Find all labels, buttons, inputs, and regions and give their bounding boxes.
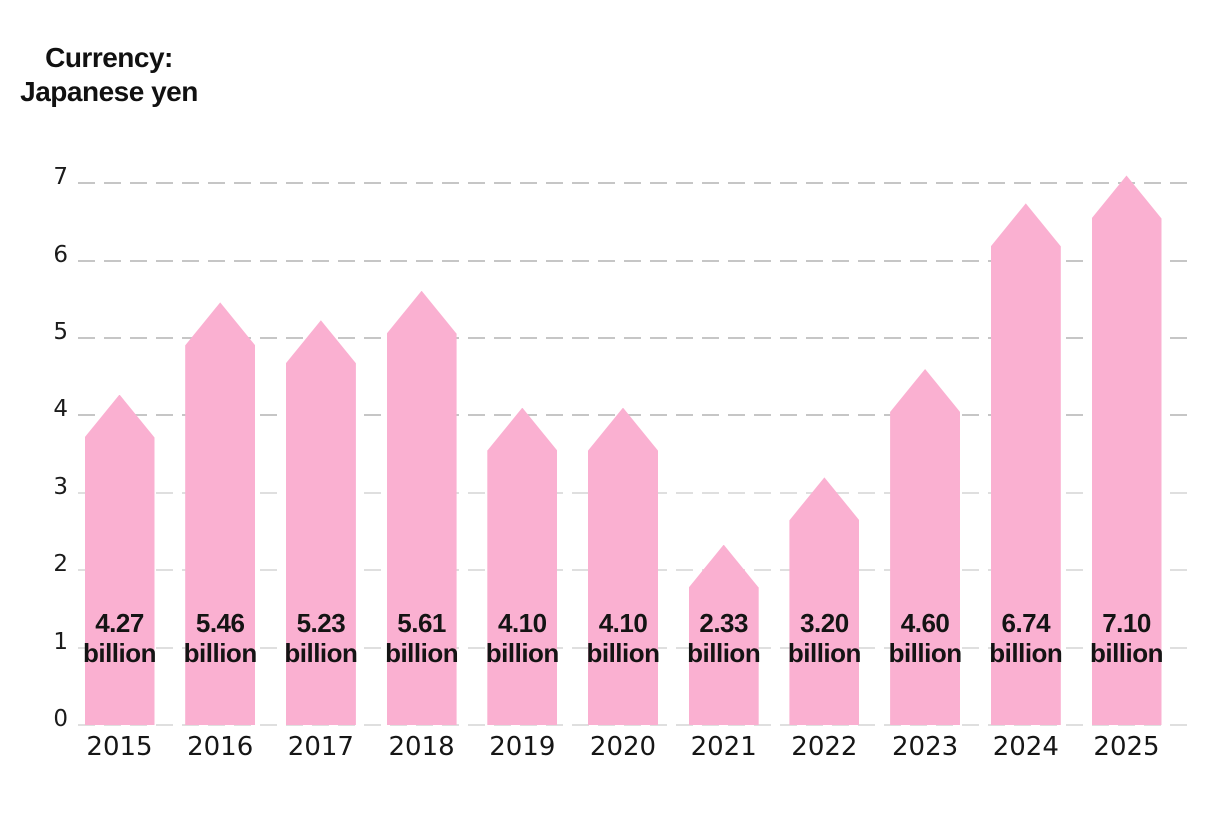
x-axis-year-label: 2022	[791, 732, 858, 762]
x-axis-year-label: 2024	[992, 732, 1059, 762]
bar-value-amount: 6.74	[1001, 608, 1051, 638]
bar-value-unit: billion	[787, 638, 862, 668]
y-axis-tick-label: 4	[53, 396, 68, 423]
gridline-y7	[78, 182, 1194, 185]
bar-value-unit: billion	[284, 638, 358, 668]
gridline-y5	[78, 337, 1194, 339]
chart-title-line2: Japanese yen	[20, 76, 198, 107]
bar-2024	[990, 203, 1061, 725]
bar-2019	[487, 407, 558, 725]
x-axis-year-label: 2023	[892, 732, 959, 762]
bar-value-unit: billion	[687, 638, 761, 668]
bar-value-unit: billion	[989, 638, 1063, 668]
x-axis-year-label: 2017	[287, 732, 354, 762]
bar-value-amount: 4.10	[598, 608, 648, 638]
bar-value-label: 3.20 billion	[766, 608, 882, 668]
y-axis-tick-label: 1	[53, 628, 68, 655]
bar-value-amount: 5.23	[296, 608, 346, 638]
bar-value-unit: billion	[888, 638, 963, 668]
bar-2021	[688, 544, 759, 725]
bar-value-label: 4.60 billion	[867, 608, 983, 668]
y-axis-tick-label: 2	[53, 551, 68, 578]
gridline-y6	[78, 259, 1194, 262]
bar-value-unit: billion	[1089, 638, 1164, 668]
chart-title: Currency: Japanese yen	[10, 41, 208, 109]
bar-value-unit: billion	[385, 638, 459, 668]
bar-value-label: 4.10 billion	[464, 608, 580, 668]
bar-value-label: 6.74 billion	[968, 608, 1084, 668]
y-axis-tick-label: 6	[53, 241, 68, 268]
y-axis-tick-label: 0	[53, 706, 68, 732]
y-axis-tick-label: 3	[53, 473, 68, 500]
bar-value-amount: 4.27	[95, 608, 144, 638]
bar-value-label: 5.23 billion	[263, 608, 379, 668]
gridline-y4	[78, 414, 1194, 417]
bar-value-unit: billion	[485, 638, 560, 668]
bar-2020	[588, 407, 658, 725]
y-axis-tick-label: 5	[53, 319, 68, 345]
x-axis-year-label: 2025	[1093, 732, 1160, 762]
bar-2015	[84, 394, 155, 725]
bar-value-label: 7.10 billion	[1069, 608, 1185, 668]
x-axis-year-label: 2018	[388, 732, 455, 762]
bar-value-unit: billion	[586, 638, 660, 668]
bar-value-label: 2.33 billion	[666, 608, 782, 668]
x-axis-year-label: 2016	[187, 732, 254, 762]
x-axis-year-label: 2019	[489, 732, 556, 762]
bar-2023	[890, 368, 961, 725]
bar-2016	[185, 302, 256, 725]
bar-2022	[789, 477, 860, 725]
bar-2018	[386, 290, 457, 725]
y-axis-tick-label: 7	[53, 164, 68, 191]
x-axis-year-label: 2020	[589, 732, 657, 762]
bar-value-label: 4.10 billion	[565, 608, 681, 668]
bar-value-amount: 5.61	[397, 608, 446, 638]
bar-value-amount: 4.60	[900, 608, 950, 638]
gridline-y0	[78, 724, 1194, 726]
bar-value-amount: 5.46	[195, 608, 245, 638]
bar-value-amount: 2.33	[699, 608, 748, 638]
bar-value-unit: billion	[82, 638, 157, 668]
bar-value-unit: billion	[183, 638, 258, 668]
bar-value-amount: 3.20	[800, 608, 849, 638]
bar-2017	[285, 320, 356, 725]
chart-title-line1: Currency:	[45, 42, 173, 73]
bar-value-label: 4.27 billion	[62, 608, 178, 668]
bar-value-label: 5.46 billion	[162, 608, 278, 668]
x-axis-year-label: 2015	[86, 732, 153, 762]
bar-2025	[1091, 175, 1162, 725]
bar-value-amount: 7.10	[1102, 608, 1151, 638]
x-axis-year-label: 2021	[690, 732, 757, 762]
bar-value-label: 5.61 billion	[364, 608, 480, 668]
bar-value-amount: 4.10	[497, 608, 547, 638]
